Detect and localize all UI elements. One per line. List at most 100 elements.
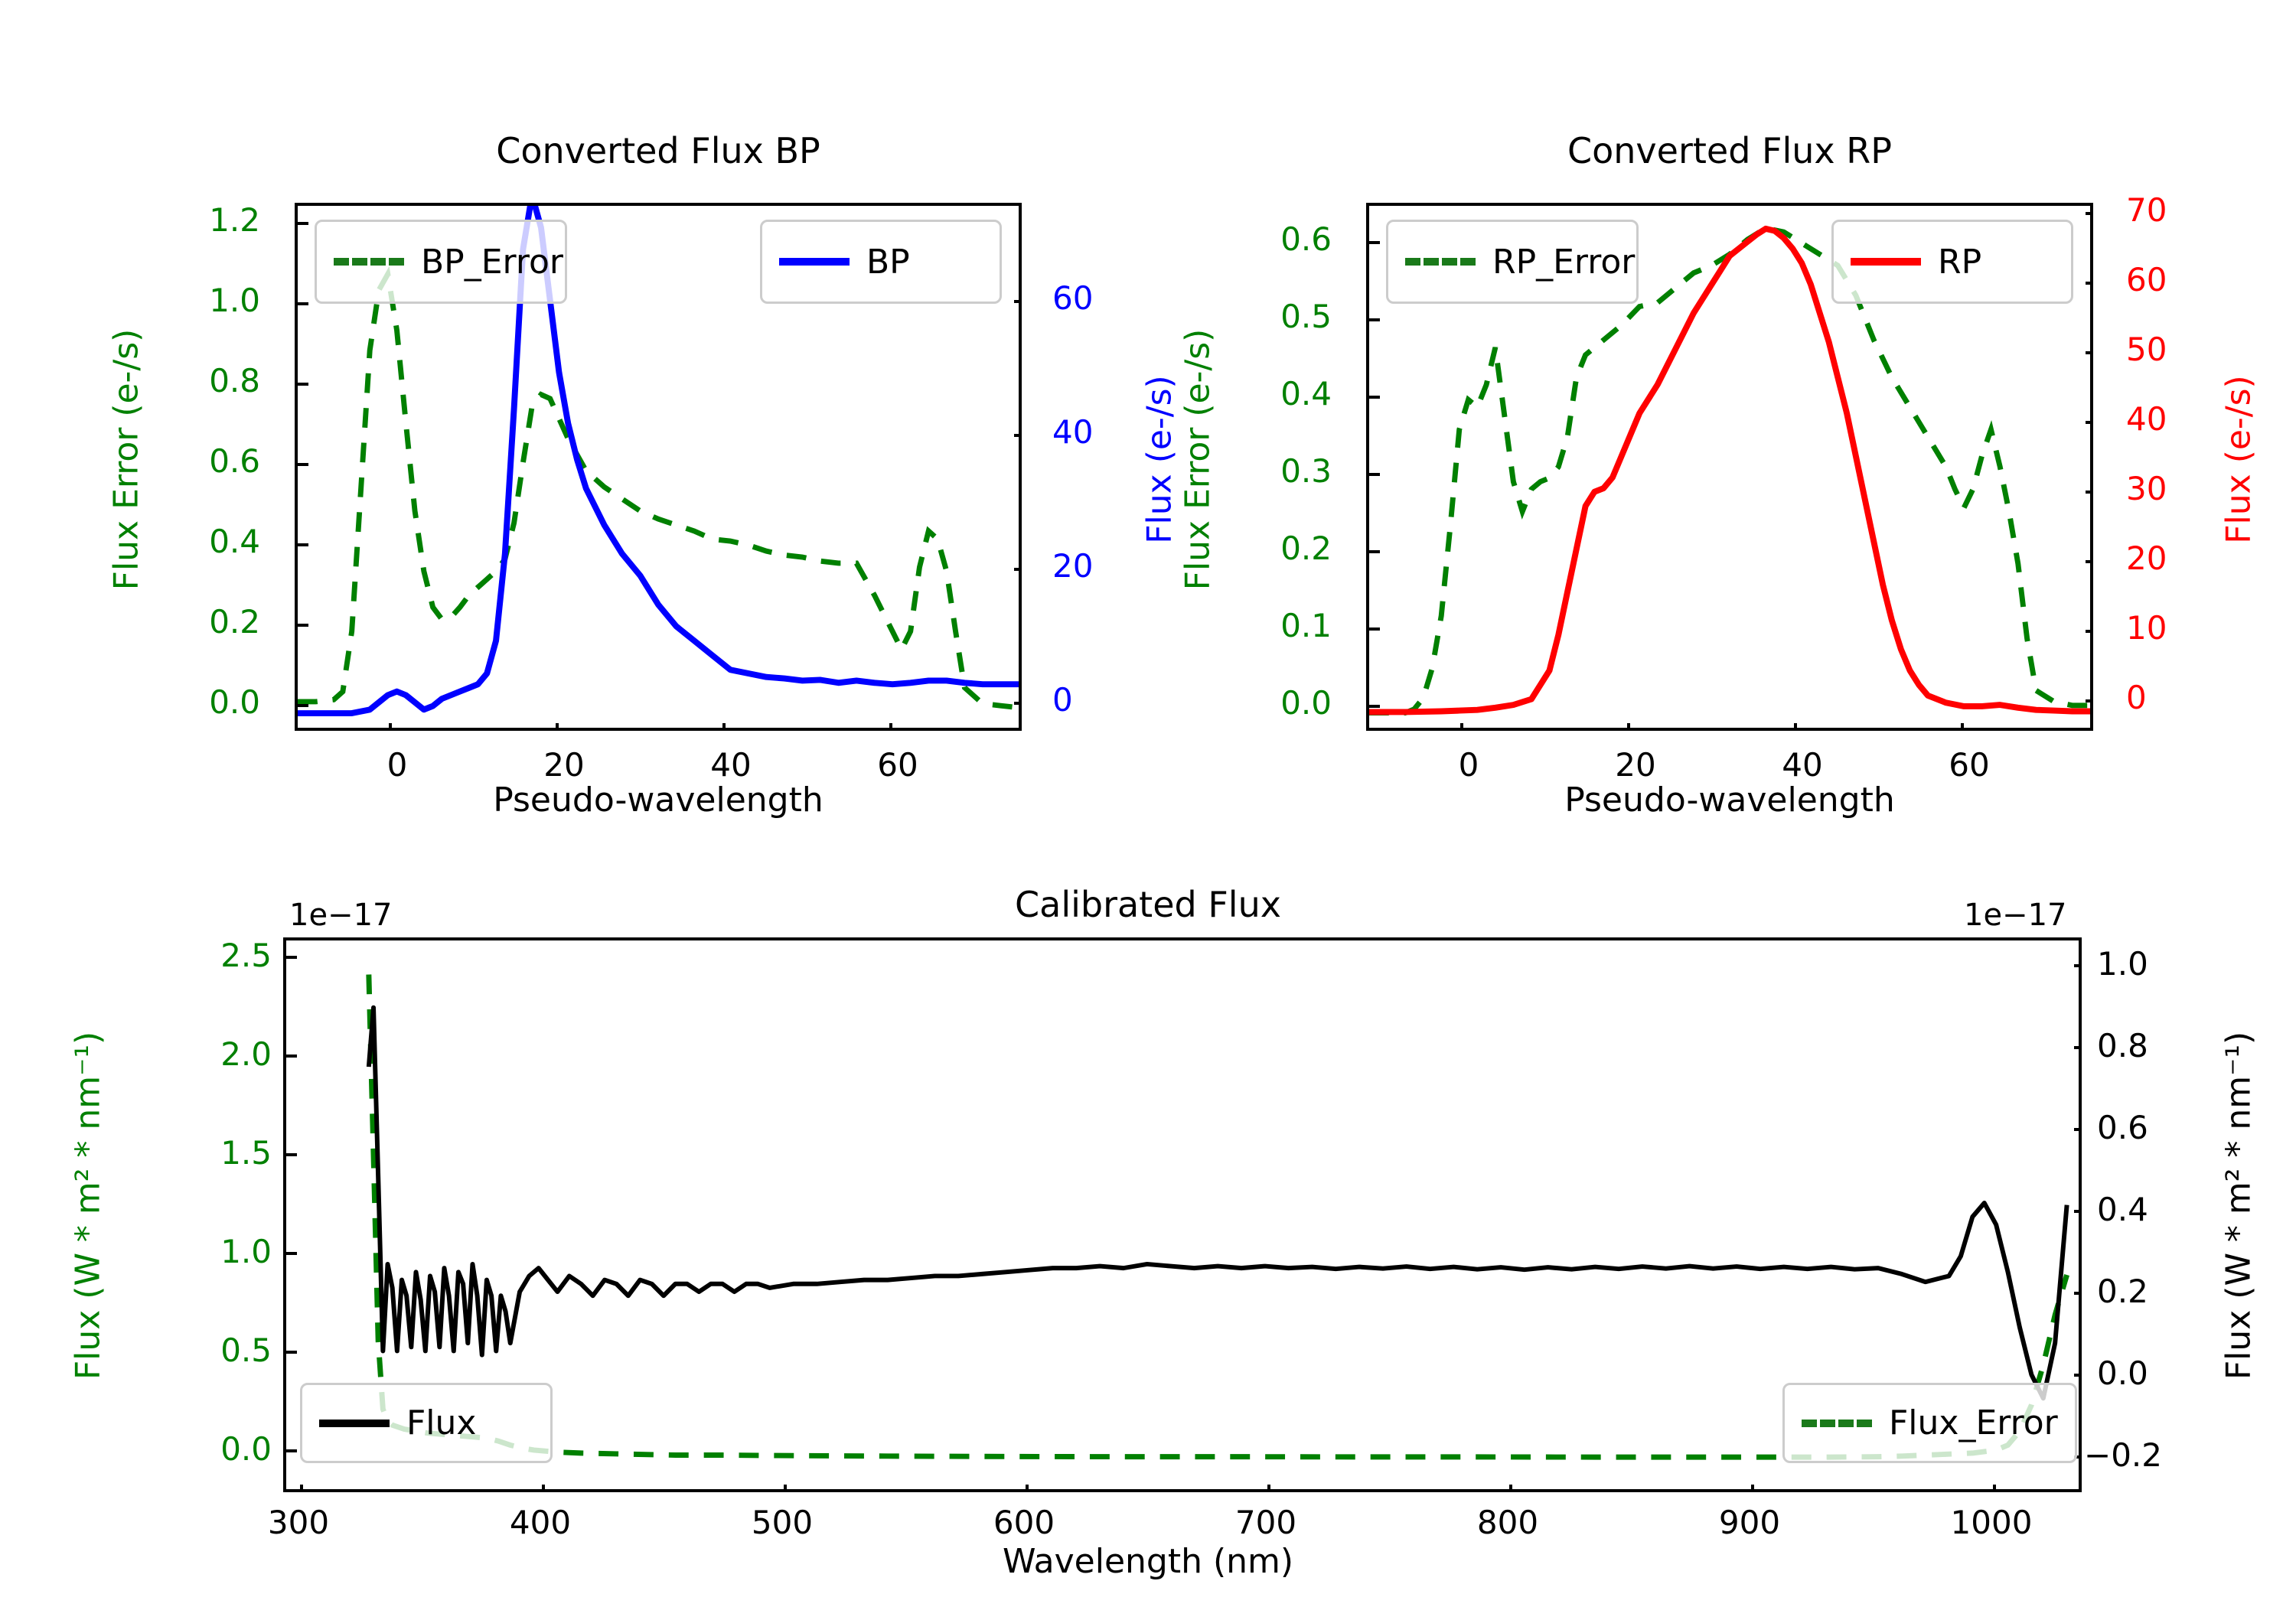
bp-flux-legend-label: BP (866, 242, 910, 282)
rp-tick-right-5 (2086, 351, 2090, 354)
bp-flux-line-swatch (779, 258, 850, 266)
bp-error-curve (298, 266, 1019, 711)
bp-legend-error[interactable]: BP_Error (315, 220, 567, 304)
cal-ytick-left-5: 2.5 (220, 937, 272, 974)
cal-tick-x-7 (1993, 1485, 1996, 1489)
bp-tick-left-0 (298, 222, 308, 225)
cal-tick-x-3 (1026, 1485, 1029, 1489)
cal-xtick-0: 300 (267, 1504, 330, 1541)
bp-xlabel: Pseudo-wavelength (493, 781, 823, 820)
bp-xtick-1: 20 (543, 746, 585, 784)
bp-panel-title: Converted Flux BP (496, 130, 820, 171)
rp-tick-right-1 (2086, 630, 2090, 633)
rp-ytick-right-0: 0 (2126, 679, 2147, 716)
rp-ytick-right-6: 60 (2126, 261, 2167, 298)
rp-xtick-3: 60 (1949, 746, 1990, 784)
cal-ytick-right-3: 0.4 (2097, 1191, 2148, 1228)
rp-tick-x-1 (1627, 723, 1630, 728)
calibrated-flux-line-swatch (319, 1419, 390, 1427)
calibrated-ylabel-left: Flux (W * m² * nm⁻¹) (68, 1031, 108, 1380)
cal-ytick-left-1: 0.5 (220, 1332, 272, 1369)
cal-xtick-6: 900 (1718, 1504, 1781, 1541)
calibrated-legend-flux[interactable]: Flux (300, 1383, 553, 1463)
cal-tick-right-3 (2074, 1210, 2079, 1213)
calibrated-ylabel-right: Flux (W * m² * nm⁻¹) (2219, 1031, 2258, 1380)
rp-curves (1369, 225, 2090, 715)
rp-tick-right-3 (2086, 491, 2090, 494)
calibrated-error-line-swatch (1802, 1419, 1872, 1427)
rp-xtick-2: 40 (1782, 746, 1823, 784)
rp-legend-flux[interactable]: RP (1831, 220, 2073, 304)
bp-ytick-left-3: 0.6 (209, 442, 260, 480)
bp-flux-curve (298, 206, 1019, 717)
bp-tick-x-0 (389, 723, 392, 728)
cal-ytick-left-4: 2.0 (220, 1035, 272, 1073)
bp-tick-right-2 (1014, 434, 1019, 437)
bp-ytick-right-2: 40 (1052, 413, 1094, 451)
rp-tick-left-4 (1369, 396, 1380, 399)
bp-tick-right-3 (1014, 300, 1019, 303)
rp-legend-error[interactable]: RP_Error (1386, 220, 1639, 304)
bp-ytick-left-0: 1.2 (209, 201, 260, 239)
rp-tick-left-0 (1369, 705, 1380, 708)
rp-tick-right-4 (2086, 421, 2090, 424)
cal-tick-x-2 (784, 1485, 787, 1489)
rp-xtick-0: 0 (1458, 746, 1479, 784)
cal-tick-right-4 (2074, 1128, 2079, 1131)
cal-ytick-left-3: 1.5 (220, 1134, 272, 1172)
bp-legend-flux[interactable]: BP (760, 220, 1002, 304)
bp-ytick-right-1: 20 (1052, 547, 1094, 585)
cal-xtick-5: 800 (1476, 1504, 1539, 1541)
calibrated-legend-error[interactable]: Flux_Error (1782, 1383, 2077, 1463)
bp-tick-x-1 (556, 723, 559, 728)
calibrated-plot-area: Flux Flux_Error (283, 937, 2082, 1492)
rp-error-line-swatch (1405, 258, 1476, 266)
bp-tick-x-2 (722, 723, 726, 728)
rp-ytick-left-5: 0.5 (1280, 298, 1332, 335)
rp-tick-x-3 (1961, 723, 1964, 728)
bp-ylabel-left: Flux Error (e-/s) (106, 328, 146, 591)
cal-tick-right-6 (2074, 964, 2079, 967)
cal-ytick-right-5: 0.8 (2097, 1027, 2148, 1064)
panel-converted-flux-bp: Converted Flux BP 1.2 1.0 0.8 0.6 0.4 0.… (0, 0, 1179, 820)
rp-flux-curve (1369, 225, 2090, 715)
cal-ytick-right-2: 0.2 (2097, 1273, 2148, 1310)
calibrated-left-offset: 1e−17 (289, 898, 393, 933)
calibrated-curves (366, 974, 2069, 1460)
rp-ytick-right-4: 40 (2126, 400, 2167, 438)
rp-tick-right-2 (2086, 560, 2090, 563)
rp-tick-right-7 (2086, 212, 2090, 215)
bp-ytick-left-4: 0.4 (209, 523, 260, 560)
rp-tick-left-2 (1369, 550, 1380, 553)
bp-xtick-2: 40 (710, 746, 752, 784)
bp-xtick-0: 0 (386, 746, 408, 784)
cal-tick-right-1 (2074, 1374, 2079, 1377)
bp-tick-left-6 (298, 704, 308, 707)
bp-plot-area: BP_Error BP (295, 203, 1022, 731)
calibrated-flux-legend-label: Flux (406, 1403, 477, 1442)
rp-ylabel-left: Flux Error (e-/s) (1178, 328, 1218, 591)
cal-ytick-left-2: 1.0 (220, 1233, 272, 1270)
rp-ytick-left-6: 0.6 (1280, 220, 1332, 258)
rp-ytick-right-7: 70 (2126, 191, 2167, 229)
bp-tick-left-2 (298, 383, 308, 386)
rp-ytick-left-3: 0.3 (1280, 452, 1332, 490)
cal-tick-x-4 (1267, 1485, 1270, 1489)
rp-xlabel: Pseudo-wavelength (1564, 781, 1895, 820)
cal-tick-x-1 (542, 1485, 545, 1489)
cal-tick-x-0 (300, 1485, 303, 1489)
calibrated-error-legend-label: Flux_Error (1889, 1403, 2058, 1442)
calibrated-error-curve (366, 974, 2069, 1460)
rp-flux-line-swatch (1851, 258, 1921, 266)
cal-tick-right-2 (2074, 1292, 2079, 1295)
cal-xtick-4: 700 (1234, 1504, 1297, 1541)
rp-error-curve (1369, 225, 2090, 715)
rp-ytick-left-0: 0.0 (1280, 684, 1332, 722)
cal-tick-x-5 (1509, 1485, 1512, 1489)
rp-tick-left-3 (1369, 473, 1380, 476)
rp-flux-legend-label: RP (1938, 242, 1982, 282)
cal-xtick-3: 600 (993, 1504, 1055, 1541)
calibrated-flux-curve (366, 1005, 2069, 1401)
cal-tick-left-0 (286, 1449, 297, 1452)
cal-tick-left-2 (286, 1252, 297, 1255)
